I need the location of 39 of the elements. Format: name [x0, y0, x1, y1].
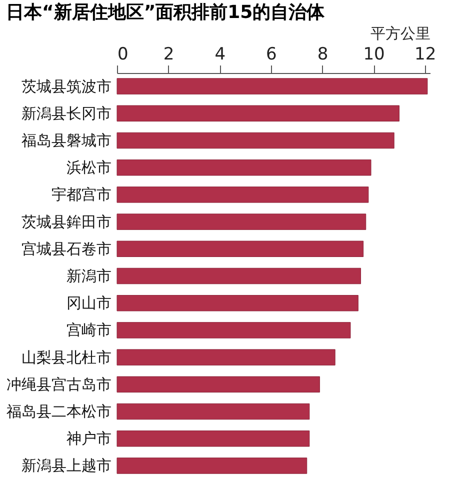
bar [116, 403, 310, 420]
x-axis-title: 平方公里 [370, 24, 430, 42]
y-tick-label: 新潟县长冈市 [22, 104, 112, 122]
bar [116, 214, 366, 230]
bar [116, 78, 428, 94]
y-tick-label: 宫崎市 [66, 321, 112, 340]
bar [116, 240, 364, 258]
y-tick-label: 宫城县石卷市 [22, 240, 112, 258]
y-tick-label: 福岛县二本松市 [6, 402, 112, 421]
bar [116, 322, 351, 338]
bar [116, 105, 400, 122]
bar [116, 458, 308, 474]
bar [116, 430, 310, 447]
y-tick-label: 新潟市 [66, 267, 112, 285]
y-tick-label: 新潟县上越市 [22, 456, 112, 475]
x-tick-label: 12 [414, 44, 436, 64]
y-tick-label: 浜松市 [66, 158, 112, 177]
y-tick-label: 山梨县北杜市 [22, 348, 112, 366]
bar [116, 349, 336, 366]
chart-title: 日本“新居住地区”面积排前15的自治体 [6, 2, 326, 23]
y-tick-label: 茨城县筑波市 [22, 77, 112, 96]
x-tick-label: 10 [363, 44, 385, 64]
y-tick-label: 冲绳县宫古岛市 [6, 375, 112, 394]
y-tick-label: 冈山市 [66, 294, 112, 312]
bar [116, 294, 358, 312]
y-tick-label: 神户市 [66, 430, 112, 448]
x-tick-label: 6 [266, 44, 277, 64]
bar [116, 376, 320, 393]
bar [116, 186, 369, 203]
x-tick-label: 8 [317, 44, 328, 64]
x-tick-label: 2 [163, 44, 174, 64]
y-tick-label: 茨城县鉾田市 [22, 212, 112, 231]
y-tick-label: 福岛县磐城市 [22, 131, 112, 150]
x-tick-label: 4 [214, 44, 226, 64]
bar [116, 132, 394, 149]
y-tick-label: 宇都宫市 [52, 186, 112, 204]
bar [116, 159, 372, 176]
x-tick-label: 0 [118, 44, 128, 64]
bar [116, 268, 361, 284]
